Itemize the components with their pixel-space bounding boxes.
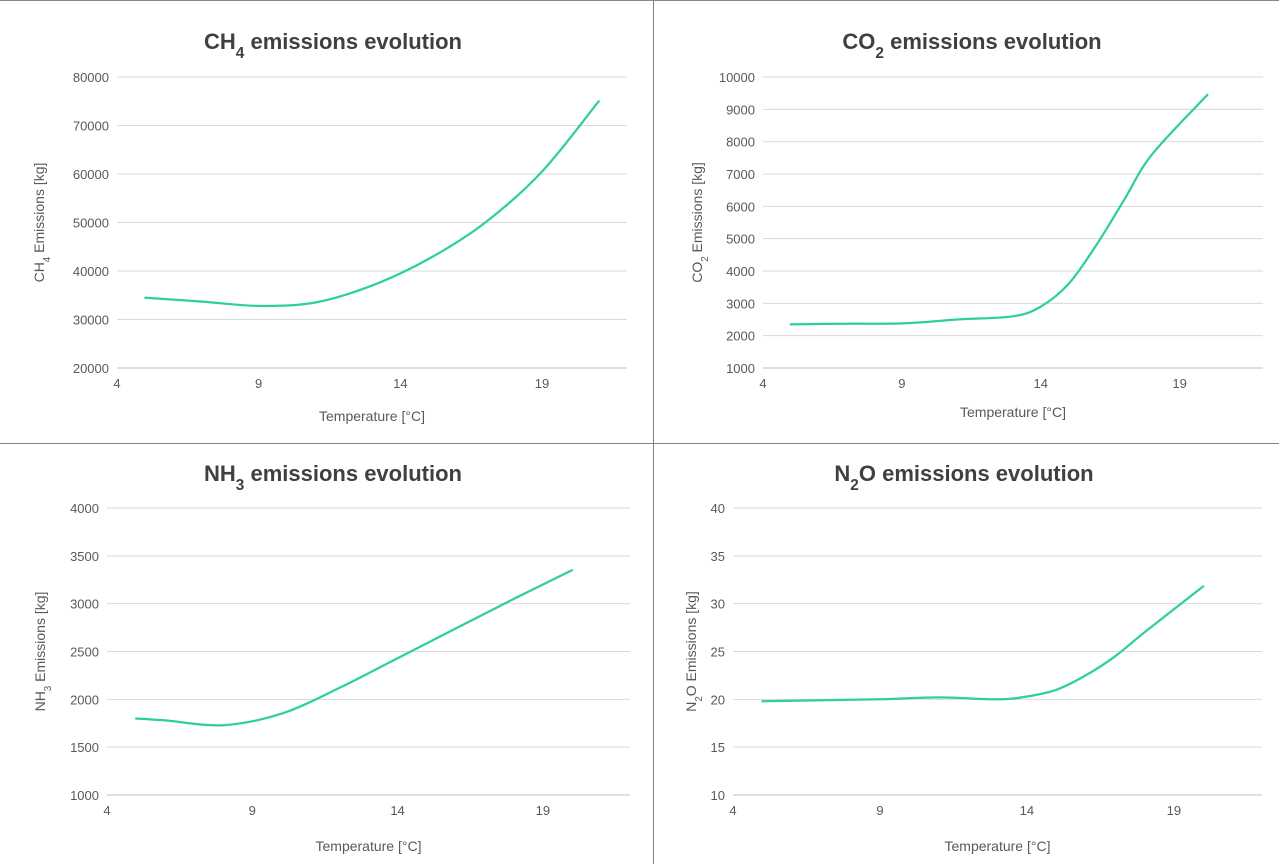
- nh3-y-axis-label: NH3 Emissions [kg]: [32, 592, 54, 712]
- n2o-y-axis-label-rest: O Emissions [kg]: [683, 591, 699, 696]
- ch4-chart: CH4 emissions evolution20000300004000050…: [31, 29, 627, 424]
- n2o-x-tick-label: 14: [1020, 803, 1034, 818]
- n2o-y-tick-label: 35: [711, 549, 725, 564]
- nh3-y-tick-label: 4000: [70, 501, 99, 516]
- co2-chart-title-part: CO: [842, 29, 875, 54]
- horizontal-divider: [0, 443, 1279, 444]
- nh3-x-axis-label: Temperature [°C]: [316, 838, 422, 854]
- co2-chart-title-subscript: 2: [875, 45, 884, 62]
- co2-x-tick-label: 4: [759, 376, 766, 391]
- nh3-x-tick-label: 9: [249, 803, 256, 818]
- ch4-y-tick-label: 70000: [73, 119, 109, 134]
- co2-x-axis-label: Temperature [°C]: [960, 404, 1066, 420]
- ch4-x-tick-label: 14: [393, 376, 407, 391]
- nh3-x-tick-label: 4: [103, 803, 110, 818]
- co2-y-tick-label: 8000: [726, 135, 755, 150]
- n2o-y-axis-label-part: N: [683, 702, 699, 712]
- co2-x-tick-label: 9: [898, 376, 905, 391]
- nh3-chart-title: NH3 emissions evolution: [204, 461, 462, 494]
- co2-y-tick-label: 7000: [726, 167, 755, 182]
- n2o-chart-panel: N2O emissions evolution 10 15 20 25 30 35 40 4 9 1…: [654, 444, 1279, 864]
- ch4-x-tick-label: 4: [113, 376, 120, 391]
- nh3-chart-title-rest: emissions evolution: [244, 461, 462, 486]
- ch4-chart-title: CH4 emissions evolution: [204, 29, 462, 62]
- n2o-y-tick-label: 15: [711, 740, 725, 755]
- nh3-y-axis-label-part: NH: [32, 691, 48, 711]
- n2o-x-tick-label: 19: [1167, 803, 1181, 818]
- co2-x-tick-label: 14: [1034, 376, 1048, 391]
- nh3-series-line: [134, 569, 574, 727]
- ch4-series-line: [144, 100, 600, 308]
- n2o-x-tick-label: 4: [729, 803, 736, 818]
- ch4-y-tick-label: 50000: [73, 216, 109, 231]
- n2o-chart-title-rest: O emissions evolution: [859, 461, 1094, 486]
- vertical-divider: [653, 1, 654, 864]
- n2o-chart-title: N2O emissions evolution: [834, 461, 1093, 494]
- ch4-y-tick-label: 20000: [73, 361, 109, 376]
- n2o-y-tick-label: 10: [711, 788, 725, 803]
- ch4-y-tick-label: 60000: [73, 167, 109, 182]
- ch4-y-axis-label-rest: Emissions [kg]: [31, 163, 47, 257]
- nh3-x-tick-label: 14: [390, 803, 404, 818]
- co2-y-tick-label: 10000: [719, 70, 755, 85]
- co2-series-line: [789, 93, 1209, 326]
- co2-y-tick-label: 3000: [726, 296, 755, 311]
- ch4-chart-panel: CH4 emissions evolution 20000 30000 40000 50…: [0, 2, 653, 443]
- ch4-x-tick-label: 19: [535, 376, 549, 391]
- co2-y-axis-label-part: CO: [689, 262, 705, 283]
- nh3-y-tick-label: 2500: [70, 645, 99, 660]
- nh3-y-tick-label: 1500: [70, 740, 99, 755]
- nh3-y-tick-label: 3500: [70, 549, 99, 564]
- n2o-y-axis-label-subscript: 2: [694, 696, 705, 701]
- n2o-chart-title-subscript: 2: [850, 477, 859, 494]
- co2-y-tick-label: 9000: [726, 102, 755, 117]
- ch4-y-axis-label-subscript: 4: [42, 256, 53, 262]
- n2o-y-tick-label: 30: [711, 597, 725, 612]
- ch4-x-axis-label: Temperature [°C]: [319, 408, 425, 424]
- nh3-y-tick-label: 1000: [70, 788, 99, 803]
- ch4-chart-title-subscript: 4: [236, 45, 245, 62]
- n2o-y-tick-label: 20: [711, 692, 725, 707]
- nh3-chart-title-part: NH: [204, 461, 236, 486]
- n2o-x-tick-label: 9: [876, 803, 883, 818]
- nh3-y-tick-label: 3000: [70, 597, 99, 612]
- co2-y-tick-label: 1000: [726, 361, 755, 376]
- co2-y-axis-label: CO2 Emissions [kg]: [689, 162, 711, 283]
- co2-y-axis-label-rest: Emissions [kg]: [689, 162, 705, 256]
- co2-chart-title: CO2 emissions evolution: [842, 29, 1101, 62]
- ch4-x-tick-label: 9: [255, 376, 262, 391]
- ch4-y-axis-label: CH4 Emissions [kg]: [31, 163, 53, 283]
- n2o-x-axis-label: Temperature [°C]: [945, 838, 1051, 854]
- co2-chart-panel: CO2 emissions evolution 1000 2000 3000 4000 5…: [654, 2, 1279, 443]
- nh3-y-tick-label: 2000: [70, 692, 99, 707]
- ch4-y-tick-label: 40000: [73, 264, 109, 279]
- nh3-chart-panel: NH3 emissions evolution 1000 1500 2000 2500 3…: [0, 444, 653, 864]
- n2o-y-tick-label: 25: [711, 645, 725, 660]
- co2-chart-title-rest: emissions evolution: [884, 29, 1102, 54]
- co2-y-tick-label: 4000: [726, 264, 755, 279]
- n2o-y-axis-label: N2O Emissions [kg]: [683, 591, 705, 712]
- co2-y-axis-label-subscript: 2: [700, 256, 711, 261]
- nh3-y-axis-label-subscript: 3: [43, 685, 54, 691]
- co2-y-tick-label: 5000: [726, 232, 755, 247]
- co2-y-tick-label: 2000: [726, 329, 755, 344]
- ch4-y-tick-label: 30000: [73, 313, 109, 328]
- co2-x-tick-label: 19: [1172, 376, 1186, 391]
- nh3-y-axis-label-rest: Emissions [kg]: [32, 592, 48, 686]
- co2-chart: CO2 emissions evolution10002000300040005…: [689, 29, 1263, 420]
- n2o-chart-title-part: N: [834, 461, 850, 486]
- n2o-y-tick-label: 40: [711, 501, 725, 516]
- nh3-chart-title-subscript: 3: [236, 477, 245, 494]
- ch4-y-tick-label: 80000: [73, 70, 109, 85]
- ch4-chart-title-part: CH: [204, 29, 236, 54]
- ch4-y-axis-label-part: CH: [31, 262, 47, 282]
- co2-y-tick-label: 6000: [726, 199, 755, 214]
- nh3-chart: NH3 emissions evolution10001500200025003…: [32, 461, 630, 854]
- nh3-x-tick-label: 19: [536, 803, 550, 818]
- n2o-series-line: [761, 585, 1205, 703]
- ch4-chart-title-rest: emissions evolution: [244, 29, 462, 54]
